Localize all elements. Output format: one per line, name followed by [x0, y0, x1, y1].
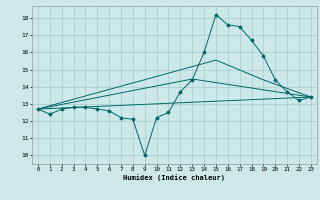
X-axis label: Humidex (Indice chaleur): Humidex (Indice chaleur)	[124, 174, 225, 181]
